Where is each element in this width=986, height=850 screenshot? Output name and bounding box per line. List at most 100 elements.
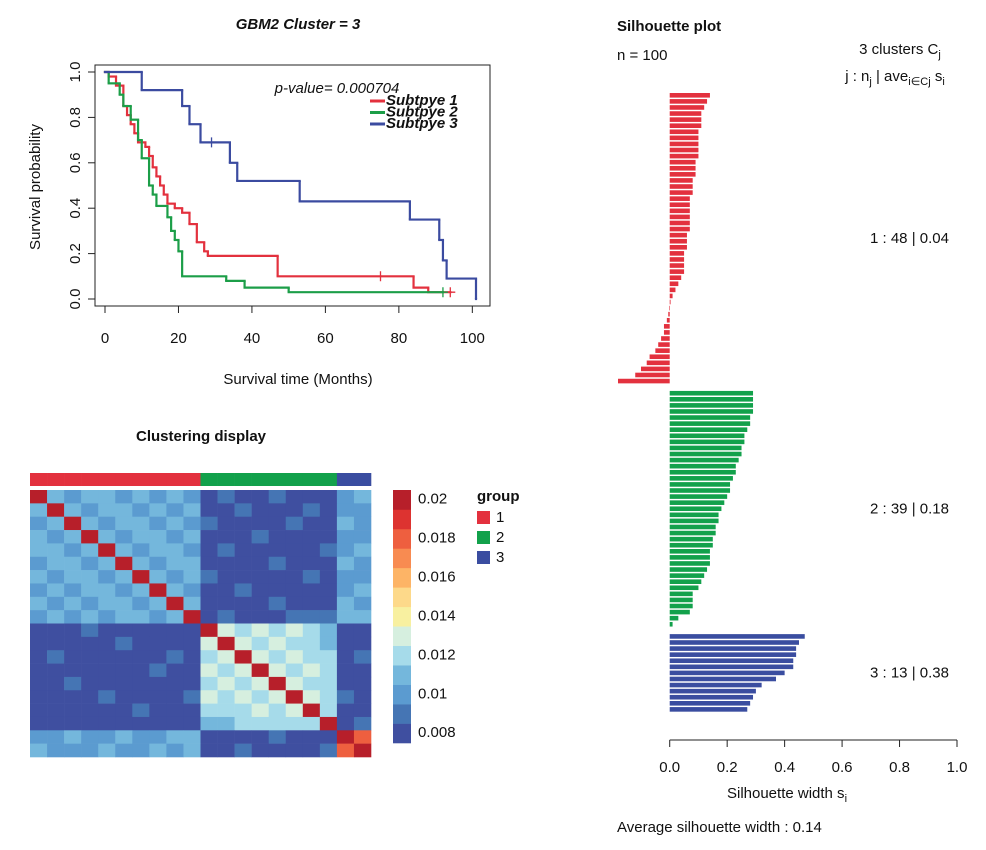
heatmap-cell: [30, 570, 48, 584]
heatmap-cell: [336, 570, 355, 584]
heatmap-cell: [319, 543, 338, 558]
heatmap-cell: [251, 583, 269, 598]
header-line-part: 3 clusters C: [859, 41, 938, 58]
x-axis-label: Silhouette width si: [727, 785, 847, 805]
heatmap-cell: [64, 490, 82, 504]
x-axis-label-part: i: [845, 793, 847, 805]
silhouette-bar: [669, 457, 739, 463]
x-tick-label: 60: [317, 330, 334, 347]
heatmap-cell: [81, 623, 99, 638]
heatmap-cell: [251, 516, 269, 531]
silhouette-bar: [669, 451, 742, 457]
heatmap-cell: [285, 663, 304, 678]
silhouette-bar: [669, 147, 699, 153]
colorbar-bin: [393, 684, 411, 705]
silhouette-bar: [669, 287, 676, 293]
heatmap-cell: [353, 610, 372, 624]
heatmap-cell: [217, 636, 235, 651]
colorbar-bin: [393, 490, 411, 510]
heatmap-cell: [217, 690, 235, 704]
heatmap-cell: [234, 570, 252, 584]
heatmap-cell: [132, 716, 150, 731]
heatmap-cell: [47, 530, 65, 544]
heatmap-cell: [217, 596, 235, 611]
heatmap-cell: [336, 596, 355, 611]
silhouette-bar: [669, 275, 682, 280]
heatmap-cell: [30, 503, 48, 517]
heatmap-cell: [64, 650, 82, 664]
x-axis-label-part: Silhouette width s: [727, 785, 845, 802]
heatmap-cell: [183, 690, 201, 704]
heatmap-cell: [115, 543, 133, 558]
heatmap-cell: [166, 556, 184, 571]
heatmap-cell: [200, 650, 218, 664]
heatmap-cell: [302, 690, 321, 704]
heatmap-cell: [183, 543, 201, 558]
heatmap-cell: [149, 583, 167, 598]
heatmap-cell: [251, 530, 269, 544]
heatmap-cell: [200, 690, 218, 704]
heatmap-cell: [98, 690, 116, 704]
heatmap-cell: [200, 543, 218, 558]
heatmap-cell: [149, 543, 167, 558]
heatmap-cell: [149, 636, 167, 651]
group-bar: [132, 473, 150, 486]
silhouette-bar: [669, 208, 690, 214]
silhouette-bar: [669, 445, 742, 451]
heatmap-cell: [149, 556, 167, 571]
heatmap-cell: [98, 516, 116, 531]
silhouette-bar: [669, 409, 754, 414]
heatmap-cell: [302, 743, 321, 758]
silhouette-bar: [669, 178, 693, 183]
heatmap-cell: [81, 490, 99, 504]
heatmap-cell: [302, 490, 321, 504]
heatmap-cell: [353, 636, 372, 651]
silhouette-bar: [666, 317, 670, 323]
heatmap-cell: [336, 743, 355, 758]
chart-subtitle: n = 100: [617, 47, 667, 64]
heatmap-cell: [183, 676, 201, 691]
heatmap-cell: [132, 743, 150, 758]
heatmap-cell: [200, 610, 218, 624]
silhouette-bar: [669, 585, 699, 591]
heatmap-cell: [47, 490, 65, 504]
heatmap-cell: [217, 716, 235, 731]
heatmap-cell: [47, 610, 65, 624]
group-bar: [115, 473, 133, 486]
heatmap-cell: [149, 703, 167, 718]
silhouette-bar: [669, 172, 696, 177]
heatmap-cell: [319, 503, 338, 517]
heatmap-cell: [319, 676, 338, 691]
silhouette-bar: [669, 153, 699, 159]
heatmap-cell: [319, 556, 338, 571]
heatmap-cell: [183, 583, 201, 598]
heatmap-cell: [234, 516, 252, 531]
heatmap-cell: [268, 743, 287, 758]
heatmap-cell: [353, 743, 372, 758]
heatmap-cell: [149, 596, 167, 611]
heatmap-cell: [149, 530, 167, 544]
heatmap-cell: [183, 570, 201, 584]
header-line-part: j : n: [844, 68, 869, 85]
heatmap-cell: [132, 490, 150, 504]
heatmap-cell: [251, 623, 269, 638]
group-bar: [47, 473, 65, 486]
heatmap-cell: [251, 503, 269, 517]
heatmap-cell: [115, 690, 133, 704]
heatmap-cell: [353, 490, 372, 504]
heatmap-cell: [285, 716, 304, 731]
silhouette-bar: [669, 214, 690, 220]
heatmap-cell: [234, 730, 252, 744]
silhouette-bar: [669, 652, 797, 657]
heatmap-cell: [251, 570, 269, 584]
heatmap-cell: [30, 530, 48, 544]
legend-title: group: [477, 488, 520, 505]
heatmap-cell: [234, 623, 252, 638]
silhouette-bar: [669, 634, 805, 639]
silhouette-bar: [663, 330, 670, 335]
heatmap-cell: [98, 636, 116, 651]
heatmap-cell: [251, 703, 269, 718]
heatmap-cell: [30, 543, 48, 558]
colorbar-bin: [393, 587, 411, 608]
